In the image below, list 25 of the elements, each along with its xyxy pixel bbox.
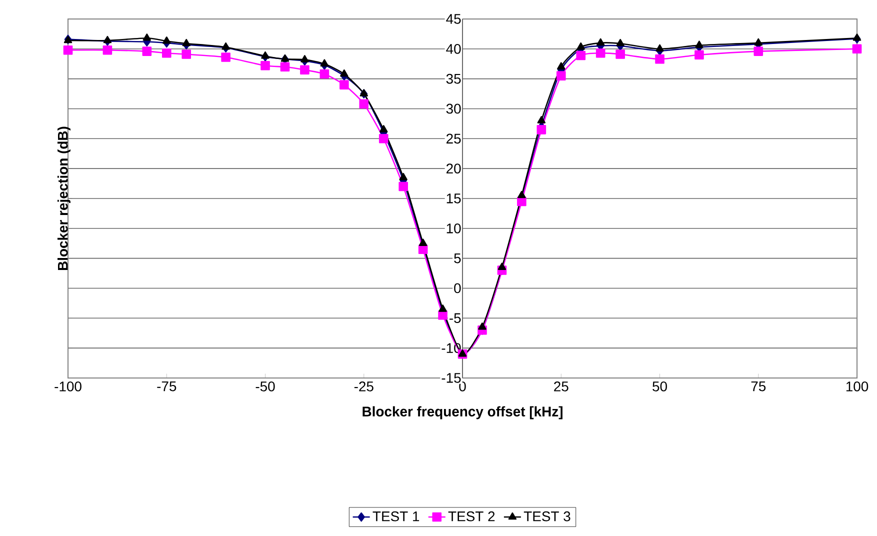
y-axis-title: Blocker rejection (dB) [57, 126, 70, 270]
y-tick-label: 30 [446, 104, 461, 114]
y-tick-label: 20 [446, 164, 461, 174]
x-tick-label: 100 [846, 381, 868, 392]
y-tick-label: 45 [446, 14, 461, 24]
y-tick-label: -15 [442, 373, 461, 383]
y-tick-label: 35 [446, 74, 461, 84]
y-tick-label: 15 [446, 194, 461, 204]
legend-label: TEST 2 [448, 511, 495, 522]
x-tick-label: 50 [652, 381, 667, 392]
y-tick-label: 10 [446, 223, 461, 234]
x-tick-label: -25 [354, 381, 374, 392]
x-axis-title: Blocker frequency offset [kHz] [362, 406, 562, 420]
y-tick-label: 0 [454, 283, 461, 294]
x-tick-label: 25 [554, 381, 568, 392]
x-tick-label: 75 [751, 382, 766, 392]
y-tick-label: 40 [446, 44, 461, 54]
legend-label: TEST 1 [372, 511, 420, 522]
y-tick-label: 25 [446, 134, 461, 144]
x-tick-label: -75 [157, 382, 176, 392]
y-tick-label: -5 [450, 313, 461, 324]
x-tick-label: -50 [256, 381, 275, 392]
legend-label: TEST 3 [524, 511, 570, 522]
y-tick-label: 5 [454, 253, 461, 264]
x-tick-label: -100 [54, 381, 82, 392]
